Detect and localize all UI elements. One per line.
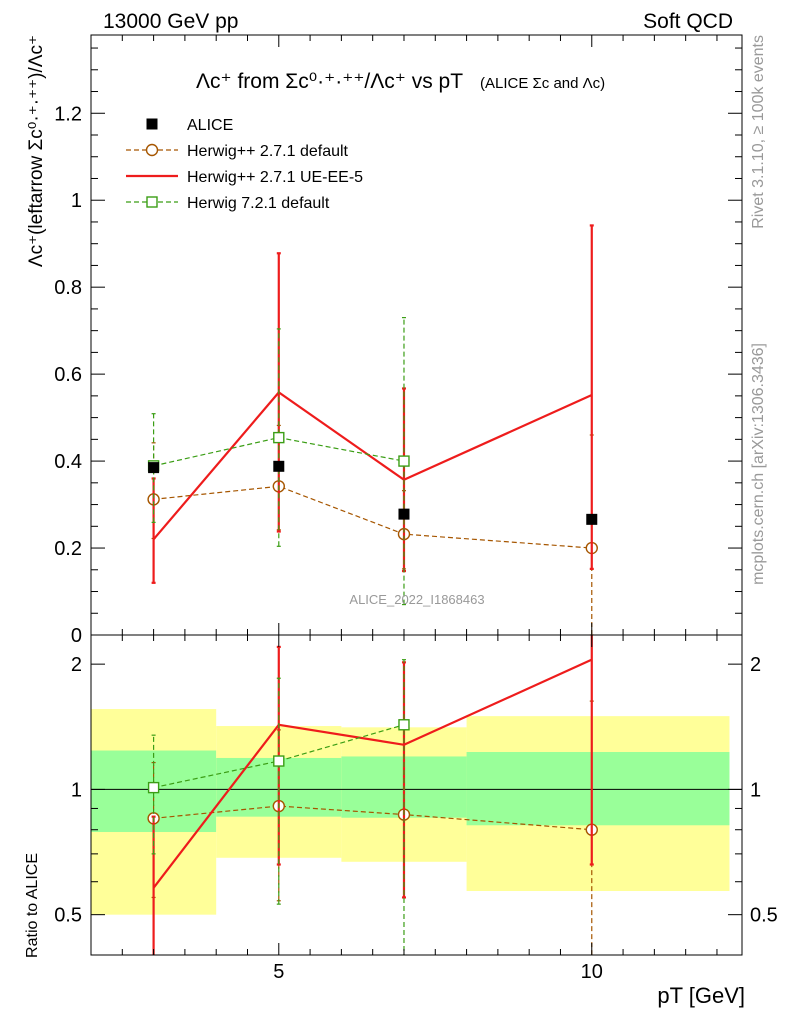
- legend-marker-alice: [146, 118, 158, 130]
- ratio-point-square: [398, 719, 410, 731]
- x-tick-label: 5: [273, 961, 284, 983]
- ratio-tick-label-right: 0.5: [750, 905, 778, 927]
- y-tick-label: 0.2: [54, 538, 82, 560]
- ratio-y-axis-title: Ratio to ALICE: [24, 853, 41, 958]
- main-point-square: [273, 431, 285, 444]
- data-point-alice: [586, 513, 598, 525]
- main-series-line: [152, 390, 593, 541]
- generator-label: Rivet 3.1.10, ≥ 100k events: [750, 35, 767, 229]
- y-axis-title: Λc⁺(leftarrow Σc⁰·⁺·⁺⁺)/Λc⁺: [26, 35, 47, 267]
- legend-label: Herwig++ 2.7.1 default: [187, 143, 349, 160]
- legend-label: ALICE: [187, 117, 233, 134]
- x-axis-title: pT [GeV]: [657, 983, 745, 1008]
- ratio-tick-label: 0.5: [54, 905, 82, 927]
- energy-label: 13000 GeV pp: [103, 10, 238, 33]
- ratio-plot-marks: [147, 635, 598, 955]
- ratio-plot-frame: [90, 634, 743, 956]
- ratio-point-square: [147, 781, 160, 794]
- main-point-square: [398, 455, 410, 467]
- y-tick-label: 0: [71, 625, 82, 647]
- ratio-point-square: [273, 755, 285, 767]
- y-tick-label: 0.6: [54, 364, 82, 386]
- y-tick-label: 1.2: [54, 103, 82, 125]
- axis-tick-labels: 5 10 0 0.2 0.4 0.6 0.8 1 1.2 0.5 0.5 1 1 2 2: [54, 103, 778, 983]
- legend-marker-circle: [145, 143, 159, 157]
- legend-marker-square: [146, 196, 158, 208]
- legend-label: Herwig++ 2.7.1 UE-EE-5: [187, 169, 363, 186]
- ratio-series-line: [152, 658, 593, 889]
- x-tick-label: 10: [581, 961, 603, 983]
- analysis-id: ALICE_2022_I1868463: [349, 592, 484, 607]
- ratio-band-inner: [466, 751, 730, 826]
- ratio-tick-label: 1: [71, 779, 82, 801]
- y-tick-label: 0.8: [54, 277, 82, 299]
- y-tick-label: 0.4: [54, 451, 82, 473]
- ratio-tick-label: 2: [71, 654, 82, 676]
- plot-subtitle: (ALICE Σc and Λc): [480, 75, 605, 92]
- main-plot-marks: [147, 224, 598, 635]
- ratio-series-line: [153, 724, 405, 789]
- ratio-tick-label-right: 1: [750, 779, 761, 801]
- axis-ticks: [90, 35, 742, 956]
- y-tick-label: 1: [71, 190, 82, 212]
- data-point-alice: [148, 462, 160, 474]
- legend-label: Herwig 7.2.1 default: [187, 195, 330, 212]
- plot-title: Λc⁺ from Σc⁰·⁺·⁺⁺/Λc⁺ vs pT: [196, 70, 463, 93]
- process-label: Soft QCD: [643, 10, 733, 33]
- ratio-series-line: [153, 805, 592, 831]
- data-point-alice: [398, 508, 410, 520]
- data-point-alice: [273, 460, 285, 472]
- main-series-line: [153, 485, 592, 549]
- source-label: mcplots.cern.ch [arXiv:1306.3436]: [750, 343, 767, 585]
- ratio-uncertainty-bands: [91, 709, 730, 915]
- ratio-tick-label-right: 2: [750, 654, 761, 676]
- legend: ALICE Herwig++ 2.7.1 default Herwig++ 2.7.…: [126, 117, 363, 212]
